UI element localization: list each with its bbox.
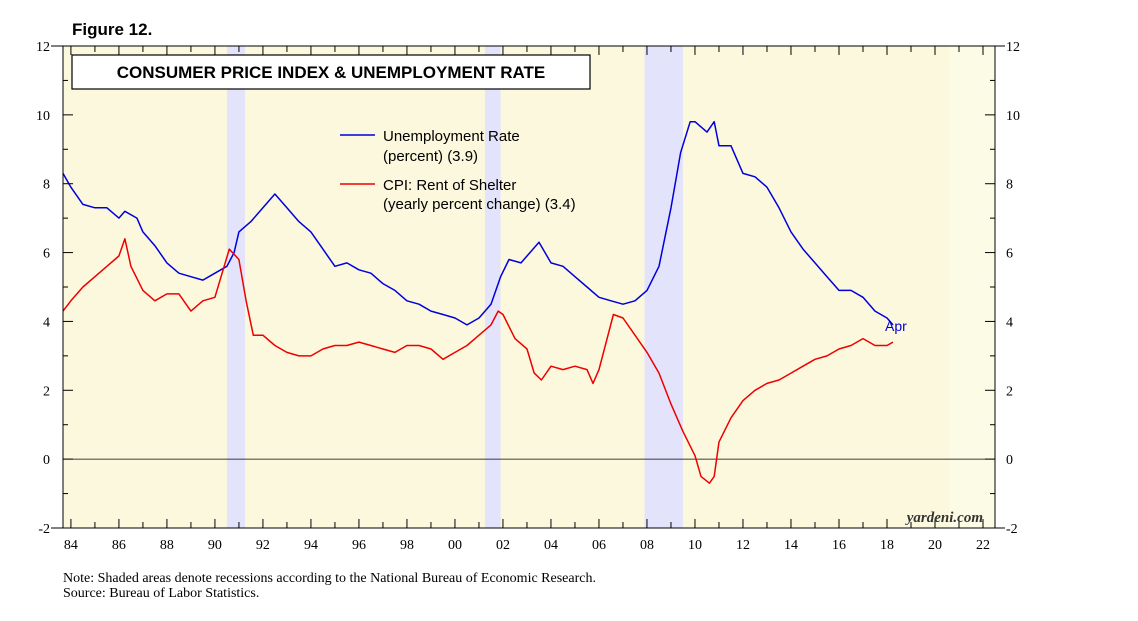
legend-sublabel-unemployment: (percent) (3.9) [383, 148, 478, 165]
x-tick-label: 14 [784, 538, 798, 553]
x-tick-label: 92 [256, 538, 270, 553]
y-tick-label-left: 4 [43, 315, 50, 330]
x-tick-label: 20 [928, 538, 942, 553]
x-tick-label: 06 [592, 538, 606, 553]
y-tick-label-right: 4 [1006, 315, 1013, 330]
x-tick-label: 88 [160, 538, 174, 553]
chart-title: CONSUMER PRICE INDEX & UNEMPLOYMENT RATE [117, 63, 546, 82]
legend-sublabel-rent: (yearly percent change) (3.4) [383, 196, 576, 213]
future-area [948, 46, 995, 528]
y-tick-label-right: 10 [1006, 109, 1020, 124]
x-tick-label: 96 [352, 538, 366, 553]
y-tick-label-right: 8 [1006, 178, 1013, 193]
title-box [71, 54, 591, 90]
y-tick-label-left: -2 [38, 522, 50, 537]
x-tick-label: 98 [400, 538, 414, 553]
source-note: Source: Bureau of Labor Statistics. [63, 586, 259, 601]
rent-of-shelter-line [62, 238, 894, 484]
y-tick-label-left: 10 [36, 109, 50, 124]
recession-band-3 [644, 46, 683, 528]
x-tick-label: 84 [64, 538, 78, 553]
y-tick-label-right: 2 [1006, 384, 1013, 399]
recession-band-2 [484, 46, 501, 528]
x-tick-label: 18 [880, 538, 894, 553]
x-tick-label: 90 [208, 538, 222, 553]
y-tick-label-left: 2 [43, 384, 50, 399]
y-tick-label-left: 8 [43, 178, 50, 193]
y-tick-label-left: 12 [36, 40, 50, 55]
y-tick-label-left: 6 [43, 247, 50, 262]
y-tick-label-right: -2 [1006, 522, 1018, 537]
y-tick-label-right: 6 [1006, 247, 1013, 262]
footnote: Note: Shaded areas denote recessions acc… [63, 571, 596, 586]
x-tick-label: 08 [640, 538, 654, 553]
plot-area [63, 46, 995, 528]
watermark: yardeni.com [905, 510, 983, 526]
x-tick-label: 16 [832, 538, 846, 553]
x-tick-label: 10 [688, 538, 702, 553]
y-tick-label-right: 0 [1006, 453, 1013, 468]
y-tick-label-right: 12 [1006, 40, 1020, 55]
x-tick-label: 02 [496, 538, 510, 553]
x-tick-label: 86 [112, 538, 126, 553]
x-tick-label: 00 [448, 538, 462, 553]
x-tick-label: 94 [304, 538, 318, 553]
y-tick-label-left: 0 [43, 453, 50, 468]
legend-label-rent: CPI: Rent of Shelter [383, 177, 516, 194]
x-tick-label: 22 [976, 538, 990, 553]
end-label-apr: Apr [885, 318, 907, 334]
figure-label: Figure 12. [72, 20, 152, 39]
unemployment-line [62, 120, 894, 326]
legend-label-unemployment: Unemployment Rate [383, 128, 520, 145]
x-tick-label: 04 [544, 538, 558, 553]
recession-band-1 [226, 46, 245, 528]
x-tick-label: 12 [736, 538, 750, 553]
